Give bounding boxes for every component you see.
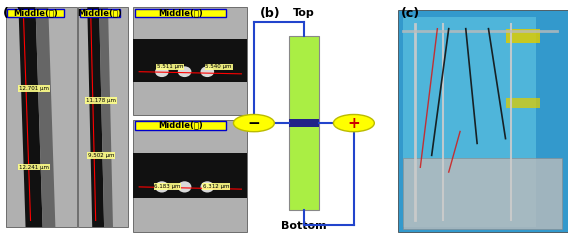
Bar <box>398 10 568 232</box>
Text: Middle(상): Middle(상) <box>14 8 58 17</box>
Bar <box>403 158 562 229</box>
Polygon shape <box>18 7 43 227</box>
Text: 5.540 μm: 5.540 μm <box>206 65 232 69</box>
Text: 12.701 μm: 12.701 μm <box>19 86 49 91</box>
Text: Middle(우): Middle(우) <box>77 8 122 17</box>
FancyBboxPatch shape <box>135 121 226 130</box>
Bar <box>289 119 319 127</box>
Polygon shape <box>99 7 113 227</box>
Text: 6.312 μm: 6.312 μm <box>203 184 229 189</box>
Circle shape <box>333 114 374 132</box>
Text: 5.511 μm: 5.511 μm <box>157 65 183 69</box>
FancyBboxPatch shape <box>80 9 120 17</box>
Ellipse shape <box>155 66 169 77</box>
Bar <box>133 39 247 82</box>
Bar <box>506 98 540 108</box>
Ellipse shape <box>178 66 191 77</box>
Ellipse shape <box>155 181 169 193</box>
Text: −: − <box>248 116 260 130</box>
Bar <box>506 29 540 43</box>
Circle shape <box>233 114 274 132</box>
Text: Middle(하): Middle(하) <box>158 121 203 130</box>
Text: (b): (b) <box>260 7 280 20</box>
Text: +: + <box>348 116 360 130</box>
Text: 9.502 μm: 9.502 μm <box>88 153 114 158</box>
Ellipse shape <box>178 181 191 193</box>
Text: 11.178 μm: 11.178 μm <box>86 98 116 103</box>
Ellipse shape <box>201 181 214 193</box>
Polygon shape <box>35 7 55 227</box>
Text: 12.241 μm: 12.241 μm <box>19 165 49 170</box>
Bar <box>133 153 247 198</box>
Text: Top: Top <box>293 8 315 18</box>
Bar <box>78 7 128 227</box>
FancyBboxPatch shape <box>7 9 64 17</box>
Bar <box>133 120 247 232</box>
Bar <box>133 7 247 115</box>
Text: (c): (c) <box>400 7 420 20</box>
Bar <box>403 17 536 227</box>
Text: 6.183 μm: 6.183 μm <box>154 184 181 189</box>
Bar <box>289 36 319 210</box>
Text: (a): (a) <box>3 7 23 20</box>
Ellipse shape <box>201 66 214 77</box>
FancyBboxPatch shape <box>135 9 226 17</box>
Polygon shape <box>87 7 104 227</box>
Bar <box>6 7 77 227</box>
Text: Bottom: Bottom <box>281 221 327 231</box>
Text: Middle(상): Middle(상) <box>158 8 203 17</box>
